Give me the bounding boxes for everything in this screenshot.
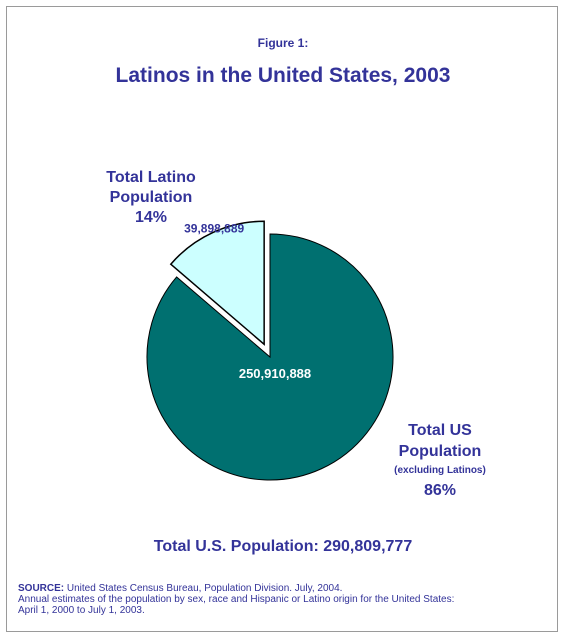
latino-value-label: 39,898,889 [184,221,244,235]
us-label-line2: Population [398,443,482,460]
source-note: SOURCE: United States Census Bureau, Pop… [18,583,558,616]
latino-percent-label: 14% [134,209,168,226]
chart-title: Latinos in the United States, 2003 [115,64,451,87]
us-percent-label: 86% [423,482,457,499]
us-label-line1: Total US [408,422,472,439]
source-prefix: SOURCE: [18,583,65,594]
us-label-note: (excluding Latinos) [394,465,486,476]
source-line3: April 1, 2000 to July 1, 2003. [18,605,145,616]
pie-slice-us [146,233,394,481]
pie-slice-latino [169,220,265,346]
figure-label: Figure 1: [257,36,309,50]
latino-label-line2: Population [109,189,193,206]
latino-slice-label: Total Latino Population 14% [92,168,210,228]
us-value-label: 250,910,888 [239,366,311,381]
latino-label-line1: Total Latino [106,169,196,186]
source-line1: United States Census Bureau, Population … [64,583,343,594]
source-line2: Annual estimates of the population by se… [18,594,455,605]
us-slice-label: Total US Population (excluding Latinos) … [370,420,510,501]
total-population-label: Total U.S. Population: 290,809,777 [153,538,413,555]
